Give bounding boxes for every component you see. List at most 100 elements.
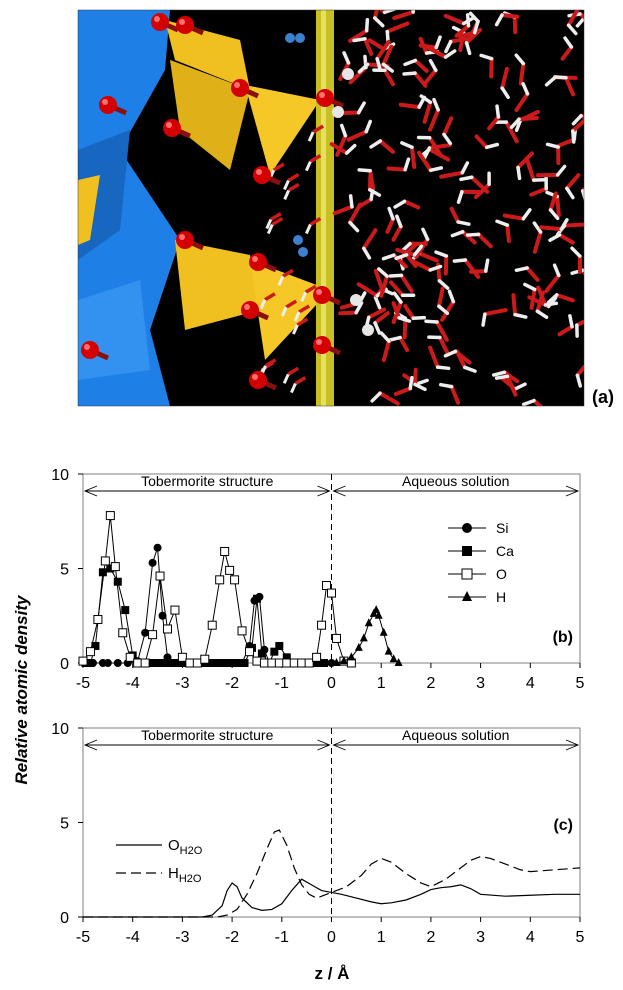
- y-tick-label: 10: [51, 721, 69, 738]
- water-oh-bond: [453, 349, 472, 365]
- point-h: [364, 618, 373, 627]
- water-h-bond: [437, 304, 450, 316]
- water-oh-bond: [356, 282, 380, 298]
- water-h-bond: [428, 264, 443, 272]
- water-h-bond: [357, 62, 370, 74]
- water-h-bond: [494, 374, 510, 380]
- water-oh-bond: [285, 299, 298, 309]
- water-oh-bond: [413, 58, 429, 73]
- x-tick-label: 1: [377, 675, 386, 692]
- point-ca: [106, 564, 115, 573]
- water-h-bond: [500, 86, 510, 100]
- water-h-bond: [509, 117, 521, 130]
- water-h-bond: [370, 391, 382, 403]
- water-h-bond: [277, 275, 285, 286]
- water-oh-bond: [511, 293, 518, 317]
- water-h-bond: [375, 57, 382, 72]
- legend-label-h-h2o: HH2O: [168, 865, 202, 885]
- water-h-bond: [369, 139, 383, 149]
- oxygen-atom-shine: [154, 16, 160, 22]
- water-h-bond: [411, 10, 416, 14]
- series-line-h-h2o: [83, 829, 581, 918]
- point-si: [148, 558, 157, 567]
- water-h-bond: [481, 312, 487, 327]
- water-oh-bond: [532, 230, 543, 254]
- water-h-bond: [460, 161, 470, 175]
- water-oh-bond: [529, 186, 549, 197]
- water-h-bond: [283, 179, 290, 191]
- water-oh-bond: [548, 191, 558, 212]
- water-h-bond: [377, 267, 389, 278]
- legend-marker-o: [461, 568, 473, 580]
- water-h-bond: [292, 324, 299, 335]
- point-h: [372, 605, 381, 614]
- water-h-bond: [464, 41, 472, 56]
- point-ca: [320, 659, 329, 667]
- water-oh-bond: [580, 268, 584, 276]
- water-h-bond: [413, 382, 427, 392]
- water-h-bond: [300, 291, 308, 302]
- point-o: [289, 658, 299, 668]
- water-oh-bond: [373, 311, 390, 325]
- density-chart-b: Tobermorite structure Aqueous solution 0 5 1…: [51, 467, 584, 692]
- legend-marker-ca: [462, 546, 472, 556]
- simulation-snapshot: [77, 9, 585, 407]
- point-o: [100, 556, 110, 566]
- water-oh-bond: [381, 44, 394, 67]
- point-o: [282, 658, 292, 668]
- panel-label-a: (a): [592, 387, 614, 407]
- water-oh-bond: [294, 376, 307, 386]
- x-tick-label: 4: [526, 929, 535, 946]
- x-tick-label: -4: [126, 929, 140, 946]
- point-si: [141, 628, 150, 637]
- water-oh-bond: [564, 173, 581, 191]
- water-oh-bond: [385, 21, 410, 34]
- water-h-bond: [388, 273, 404, 278]
- water-h-bond: [397, 316, 412, 323]
- water-oh-bond: [392, 10, 416, 21]
- water-h-bond: [495, 219, 510, 227]
- water-oh-bond: [482, 308, 508, 317]
- point-o: [259, 658, 269, 668]
- water-oh-bond: [382, 68, 395, 87]
- water-h-bond: [379, 331, 391, 343]
- water-h-bond: [307, 131, 315, 142]
- point-ca: [158, 659, 167, 667]
- water-h-bond: [444, 39, 453, 54]
- point-o: [85, 647, 95, 657]
- point-h: [384, 646, 393, 655]
- water-h-bond: [265, 218, 273, 230]
- x-tick-label: -2: [225, 929, 239, 946]
- oxygen-atom: [313, 336, 331, 354]
- water-h-bond: [568, 314, 574, 329]
- water-oh-bond: [463, 257, 481, 279]
- calcium-ion: [298, 247, 308, 257]
- water-oh-bond: [418, 36, 429, 56]
- point-o: [170, 605, 180, 615]
- water-h-bond: [465, 232, 481, 237]
- water-oh-bond: [449, 384, 461, 405]
- point-h: [389, 654, 398, 663]
- point-o: [274, 658, 284, 668]
- oxygen-atom: [253, 166, 271, 184]
- water-oh-bond: [271, 217, 284, 227]
- water-h-bond: [461, 16, 476, 26]
- water-oh-bond: [531, 398, 544, 406]
- water-oh-bond: [449, 206, 461, 224]
- water-oh-bond: [298, 304, 310, 314]
- water-h-bond: [381, 62, 394, 73]
- water-oh-bond: [362, 36, 374, 56]
- water-oh-bond: [476, 232, 493, 249]
- point-ca: [165, 659, 174, 667]
- water-h-bond: [403, 58, 418, 67]
- water-h-bond: [395, 214, 403, 229]
- water-h-bond: [543, 301, 559, 307]
- point-o: [220, 546, 230, 556]
- water-oh-bond: [539, 225, 564, 232]
- water-oh-bond: [264, 292, 276, 302]
- water-h-bond: [342, 51, 351, 65]
- water-oh-bond: [554, 292, 575, 303]
- water-oh-bond: [395, 247, 417, 257]
- point-h: [374, 610, 383, 619]
- point-o: [133, 658, 143, 668]
